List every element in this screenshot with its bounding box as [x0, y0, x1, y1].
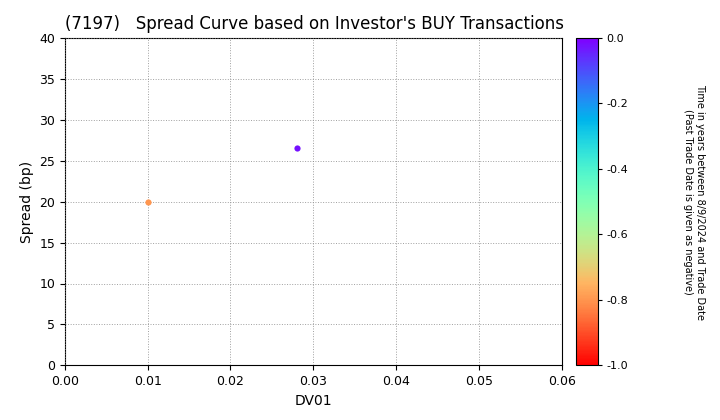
- X-axis label: DV01: DV01: [294, 394, 332, 408]
- Point: [142, 198, 153, 205]
- Y-axis label: Spread (bp): Spread (bp): [19, 160, 34, 243]
- Point: [291, 145, 302, 152]
- Y-axis label: Time in years between 8/9/2024 and Trade Date
(Past Trade Date is given as negat: Time in years between 8/9/2024 and Trade…: [683, 84, 705, 320]
- Text: (7197)   Spread Curve based on Investor's BUY Transactions: (7197) Spread Curve based on Investor's …: [65, 16, 564, 34]
